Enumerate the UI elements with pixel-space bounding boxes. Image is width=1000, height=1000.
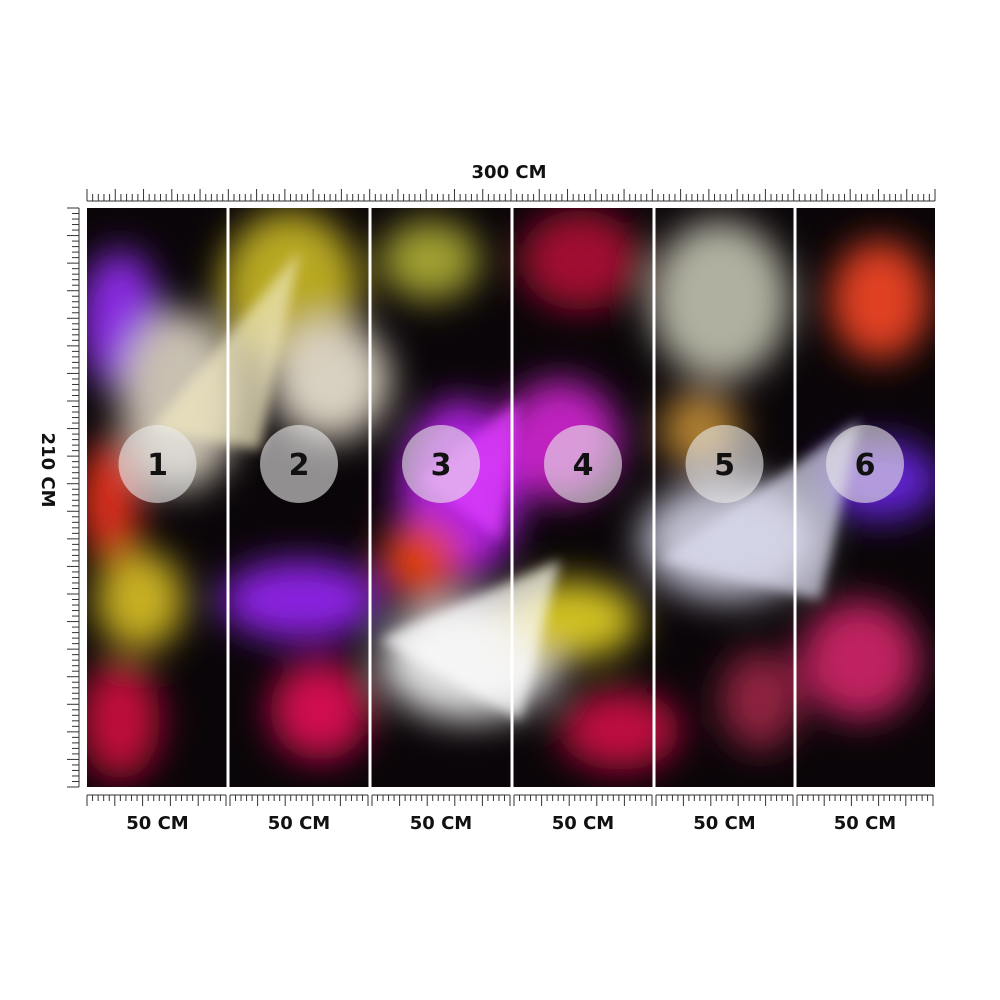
panel-width-label: 50 CM — [693, 813, 755, 834]
panel-number: 5 — [714, 448, 735, 483]
rulers — [67, 189, 936, 806]
mural-artwork — [87, 208, 935, 787]
width-label: 300 CM — [472, 162, 547, 183]
panel-badge — [118, 425, 197, 503]
panel-number: 1 — [147, 448, 168, 483]
panel-badge — [260, 425, 338, 503]
panel-badge — [826, 425, 904, 503]
panel-badge — [402, 425, 480, 503]
panel-width-label: 50 CM — [834, 813, 896, 834]
panel-number: 2 — [289, 448, 310, 483]
panel-badge — [685, 425, 764, 503]
panel-dividers — [226, 208, 797, 787]
panel-width-label: 50 CM — [552, 813, 614, 834]
panel-width-label: 50 CM — [410, 813, 472, 834]
panel-number: 3 — [431, 448, 452, 483]
height-label: 210 CM — [37, 433, 58, 508]
panel-width-label: 50 CM — [126, 813, 188, 834]
panel-number: 4 — [573, 448, 594, 483]
panel-number: 6 — [855, 448, 876, 483]
panel-width-label: 50 CM — [268, 813, 330, 834]
panel-badge — [544, 425, 622, 503]
